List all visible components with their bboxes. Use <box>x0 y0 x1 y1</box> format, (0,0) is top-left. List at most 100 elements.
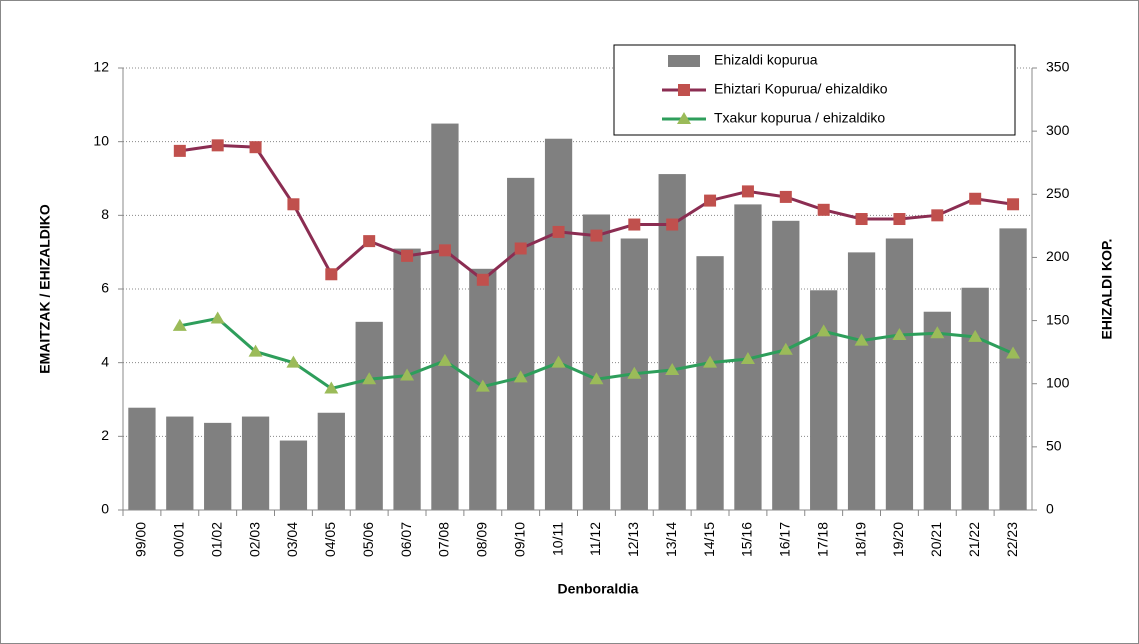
x-tick-label: 04/05 <box>322 522 338 557</box>
legend-label: Ehizaldi kopurua <box>714 52 818 68</box>
bar <box>317 412 345 510</box>
marker <box>248 344 263 357</box>
marker <box>666 218 679 231</box>
x-axis-label: Denboraldia <box>558 581 639 597</box>
marker <box>855 213 868 226</box>
x-tick-label: 00/01 <box>171 522 187 557</box>
x-tick-label: 16/17 <box>777 522 793 557</box>
marker <box>892 328 907 341</box>
x-tick-label: 06/07 <box>398 522 414 557</box>
legend-label: Txakur kopurua / ehizaldiko <box>714 110 885 126</box>
marker <box>628 218 641 231</box>
marker <box>400 368 415 381</box>
marker <box>286 355 301 368</box>
marker <box>551 355 566 368</box>
x-tick-label: 02/03 <box>246 522 262 557</box>
marker <box>854 333 869 346</box>
marker <box>362 372 377 385</box>
y-tick-label: 8 <box>101 206 109 222</box>
x-tick-label: 13/14 <box>663 522 679 557</box>
bar <box>544 138 573 510</box>
x-tick-label: 11/12 <box>587 522 603 556</box>
marker <box>287 198 300 211</box>
x-tick-label: 17/18 <box>814 522 830 557</box>
y2-tick-label: 250 <box>1046 185 1070 201</box>
y-tick-label: 10 <box>93 132 109 148</box>
legend-label: Ehiztari Kopurua/ ehizaldiko <box>714 81 888 97</box>
bar <box>885 238 914 510</box>
bar <box>961 287 989 510</box>
marker <box>325 268 338 281</box>
bar <box>507 177 535 510</box>
y-tick-label: 4 <box>101 353 109 369</box>
y-tick-label: 0 <box>101 501 109 517</box>
marker <box>1006 346 1021 359</box>
marker <box>779 190 792 203</box>
marker <box>324 381 339 394</box>
marker <box>249 141 262 154</box>
marker <box>475 379 490 392</box>
y2-tick-label: 50 <box>1046 438 1062 454</box>
bar <box>772 220 800 510</box>
marker <box>703 355 718 368</box>
y-tick-label: 12 <box>93 59 109 75</box>
x-tick-label: 08/09 <box>474 522 490 557</box>
y2-tick-label: 100 <box>1046 374 1070 390</box>
bar <box>128 407 156 510</box>
y2-tick-label: 350 <box>1046 59 1070 75</box>
y2-tick-label: 200 <box>1046 248 1070 264</box>
x-tick-label: 18/19 <box>852 522 868 557</box>
y2-tick-label: 0 <box>1046 501 1054 517</box>
marker <box>514 242 527 255</box>
marker <box>627 366 642 379</box>
bar <box>241 416 270 510</box>
marker <box>401 249 414 262</box>
marker <box>438 244 451 257</box>
bar <box>279 440 308 510</box>
marker <box>1007 198 1020 211</box>
x-tick-label: 05/06 <box>360 522 376 557</box>
marker <box>968 329 983 342</box>
marker <box>210 311 225 324</box>
marker <box>930 326 945 339</box>
marker <box>437 353 452 366</box>
marker <box>969 192 982 205</box>
bar <box>923 311 951 510</box>
marker <box>778 342 793 355</box>
y-tick-label: 6 <box>101 280 109 296</box>
x-tick-label: 01/02 <box>208 522 224 557</box>
x-tick-label: 20/21 <box>928 522 944 557</box>
bar <box>999 228 1027 510</box>
x-tick-label: 99/00 <box>133 522 149 557</box>
bar <box>431 123 459 511</box>
x-tick-label: 14/15 <box>701 522 717 557</box>
x-tick-label: 09/10 <box>511 522 527 557</box>
marker <box>678 84 690 96</box>
x-tick-label: 19/20 <box>890 522 906 557</box>
marker <box>211 139 224 152</box>
bar <box>166 416 194 510</box>
marker <box>816 324 831 337</box>
marker <box>173 144 186 157</box>
marker <box>590 229 603 242</box>
marker <box>513 370 528 383</box>
x-tick-label: 10/11 <box>549 522 565 556</box>
marker <box>704 194 717 207</box>
y2-tick-label: 300 <box>1046 122 1070 138</box>
y-tick-label: 2 <box>101 427 109 443</box>
marker <box>172 318 187 331</box>
x-tick-label: 03/04 <box>284 522 300 557</box>
marker <box>476 273 489 286</box>
legend-swatch <box>668 55 700 67</box>
marker <box>589 372 604 385</box>
x-tick-label: 07/08 <box>436 522 452 557</box>
x-tick-label: 12/13 <box>625 522 641 557</box>
marker <box>677 112 691 124</box>
x-tick-label: 15/16 <box>739 522 755 557</box>
marker <box>817 203 830 216</box>
marker <box>893 213 906 226</box>
bar <box>355 321 383 510</box>
x-tick-label: 22/23 <box>1004 522 1020 557</box>
marker <box>665 363 680 376</box>
